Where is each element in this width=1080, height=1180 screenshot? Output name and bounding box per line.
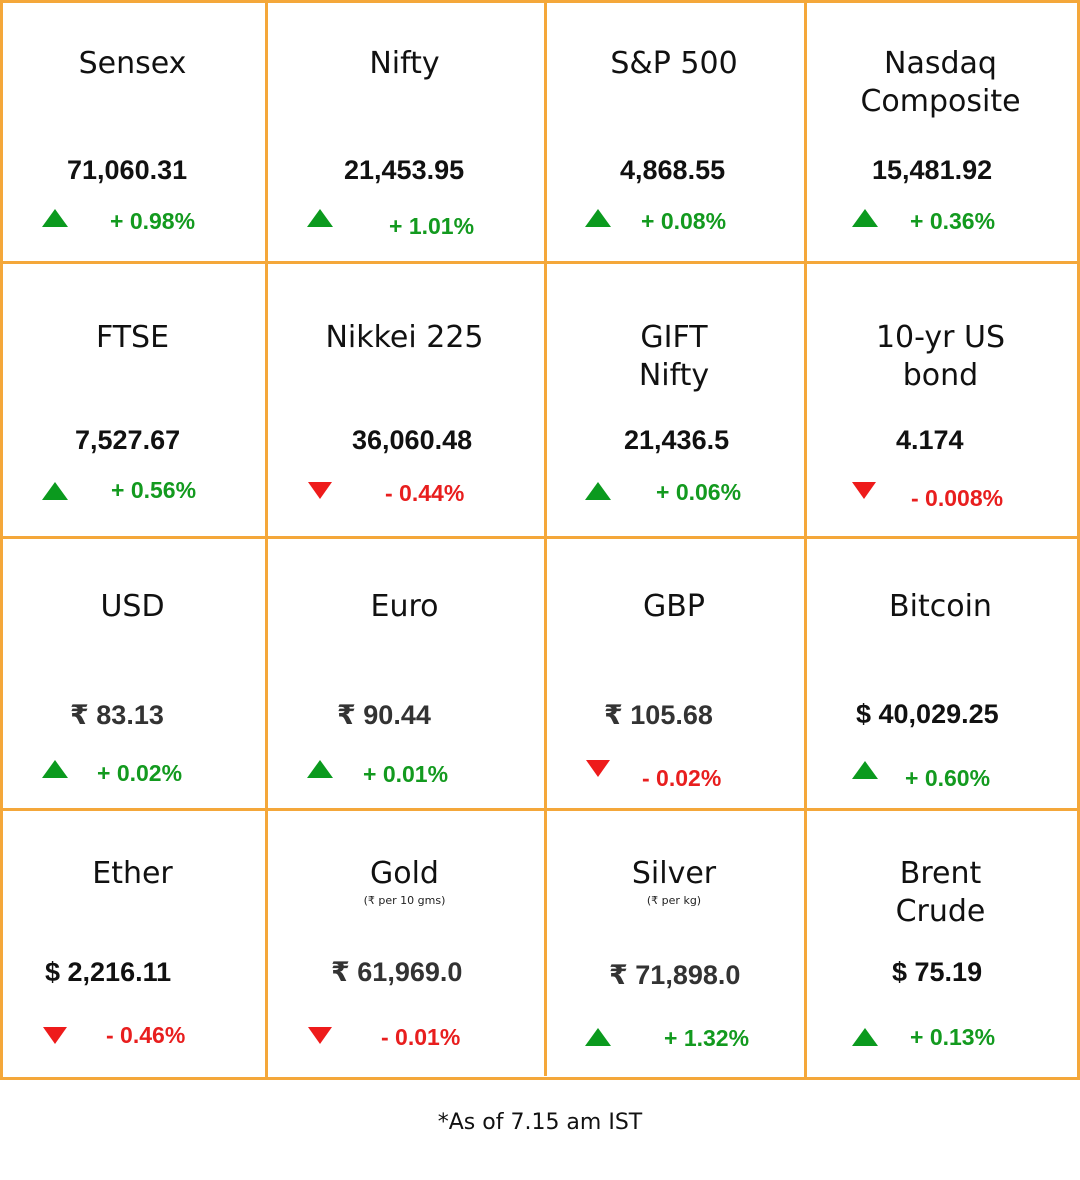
quote-name: Bitcoin xyxy=(889,589,992,624)
quote-cell-nikkei: Nikkei 225 36,060.48 - 0.44% xyxy=(265,261,544,536)
quote-value: 4,868.55 xyxy=(620,155,726,185)
triangle-up-icon xyxy=(307,209,333,227)
quote-cell-nifty: Nifty 21,453.95 + 1.01% xyxy=(265,0,544,261)
quote-value: ₹ 61,969.0 xyxy=(331,957,463,987)
grid-line xyxy=(804,0,807,1080)
quote-cell-ftse: FTSE 7,527.67 + 0.56% xyxy=(0,261,265,536)
quote-cell-sp500: S&P 500 4,868.55 + 0.08% xyxy=(544,0,804,261)
quote-change: + 0.56% xyxy=(111,477,197,503)
quote-name: Silver xyxy=(631,856,717,891)
quote-value: 21,453.95 xyxy=(344,155,465,185)
quote-unit: (₹ per kg) xyxy=(646,894,702,907)
quote-value: ₹ 83.13 xyxy=(70,700,164,730)
quote-change: - 0.46% xyxy=(106,1022,186,1048)
quote-name: FTSE xyxy=(95,320,170,355)
quote-change: - 0.01% xyxy=(381,1024,461,1050)
quote-name: Euro xyxy=(370,589,439,624)
triangle-down-icon xyxy=(308,482,332,499)
quote-cell-gold: Gold (₹ per 10 gms) ₹ 61,969.0 - 0.01% xyxy=(265,808,544,1077)
triangle-up-icon xyxy=(585,482,611,500)
quote-change: + 0.60% xyxy=(905,765,991,791)
quote-value: 36,060.48 xyxy=(352,425,473,455)
quote-cell-usd: USD ₹ 83.13 + 0.02% xyxy=(0,536,265,808)
grid-line xyxy=(0,1077,1080,1080)
quote-name: GBP xyxy=(643,589,705,624)
grid-line xyxy=(0,808,1080,811)
quote-name: Sensex xyxy=(78,46,187,81)
quote-change: - 0.02% xyxy=(642,765,722,791)
quote-value: ₹ 71,898.0 xyxy=(609,960,741,990)
quote-cell-ether: Ether $ 2,216.11 - 0.46% xyxy=(0,808,265,1077)
quote-value: $ 2,216.11 xyxy=(45,957,172,987)
quote-unit: (₹ per 10 gms) xyxy=(363,894,446,907)
quote-change: + 0.06% xyxy=(656,479,742,505)
quote-cell-gbp: GBP ₹ 105.68 - 0.02% xyxy=(544,536,804,808)
triangle-up-icon xyxy=(42,209,68,227)
quote-name: S&P 500 xyxy=(610,46,738,81)
quote-cell-sensex: Sensex 71,060.31 + 0.98% xyxy=(0,0,265,261)
triangle-down-icon xyxy=(852,482,876,499)
quote-cell-gift-nifty: GIFT Nifty 21,436.5 + 0.06% xyxy=(544,261,804,536)
quote-name: Ether xyxy=(92,856,173,891)
quote-name: Brent Crude xyxy=(895,856,986,929)
triangle-down-icon xyxy=(43,1027,67,1044)
quote-value: 7,527.67 xyxy=(75,425,181,455)
quote-cell-nasdaq: Nasdaq Composite 15,481.92 + 0.36% xyxy=(804,0,1077,261)
triangle-up-icon xyxy=(307,760,333,778)
quote-cell-silver: Silver (₹ per kg) ₹ 71,898.0 + 1.32% xyxy=(544,808,804,1077)
quote-value: $ 75.19 xyxy=(892,957,983,987)
quote-change: + 0.98% xyxy=(110,208,196,234)
grid-line xyxy=(1077,0,1080,1080)
market-grid: Sensex 71,060.31 + 0.98% Nifty 21,453.95… xyxy=(0,0,1080,1080)
triangle-up-icon xyxy=(852,1028,878,1046)
quote-value: 21,436.5 xyxy=(624,425,730,455)
quote-name: USD xyxy=(100,589,165,624)
triangle-up-icon xyxy=(42,760,68,778)
quote-cell-euro: Euro ₹ 90.44 + 0.01% xyxy=(265,536,544,808)
quote-name: Nikkei 225 xyxy=(325,320,484,355)
grid-line xyxy=(0,0,1080,3)
quote-change: + 1.32% xyxy=(664,1025,750,1051)
quote-change: + 1.01% xyxy=(389,213,475,239)
quote-change: - 0.008% xyxy=(911,485,1004,511)
grid-line xyxy=(0,261,1080,264)
quote-value: 71,060.31 xyxy=(67,155,188,185)
triangle-down-icon xyxy=(586,760,610,777)
quote-change: + 0.01% xyxy=(363,761,449,787)
quote-name: Nasdaq Composite xyxy=(860,46,1021,119)
quote-cell-bitcoin: Bitcoin $ 40,029.25 + 0.60% xyxy=(804,536,1077,808)
quote-value: ₹ 90.44 xyxy=(337,700,431,730)
triangle-up-icon xyxy=(852,209,878,227)
quote-cell-brent: Brent Crude $ 75.19 + 0.13% xyxy=(804,808,1077,1077)
quote-name: GIFT Nifty xyxy=(638,320,710,393)
quote-value: 4.174 xyxy=(896,425,964,455)
quote-value: 15,481.92 xyxy=(872,155,993,185)
quote-change: + 0.02% xyxy=(97,760,183,786)
quote-change: + 0.36% xyxy=(910,208,996,234)
triangle-up-icon xyxy=(852,761,878,779)
quote-change: + 0.08% xyxy=(641,208,727,234)
triangle-up-icon xyxy=(585,209,611,227)
quote-name: 10-yr US bond xyxy=(875,320,1006,393)
grid-line xyxy=(265,0,268,1080)
quote-change: + 0.13% xyxy=(910,1024,996,1050)
grid-line xyxy=(0,0,3,1080)
quote-cell-us-bond: 10-yr US bond 4.174 - 0.008% xyxy=(804,261,1077,536)
grid-line xyxy=(0,536,1080,539)
triangle-up-icon xyxy=(585,1028,611,1046)
footnote: *As of 7.15 am IST xyxy=(437,1110,643,1135)
triangle-up-icon xyxy=(42,482,68,500)
quote-value: $ 40,029.25 xyxy=(856,699,999,729)
quote-name: Nifty xyxy=(369,46,440,81)
triangle-down-icon xyxy=(308,1027,332,1044)
quote-value: ₹ 105.68 xyxy=(604,700,713,730)
quote-change: - 0.44% xyxy=(385,480,465,506)
quote-name: Gold xyxy=(370,856,439,891)
